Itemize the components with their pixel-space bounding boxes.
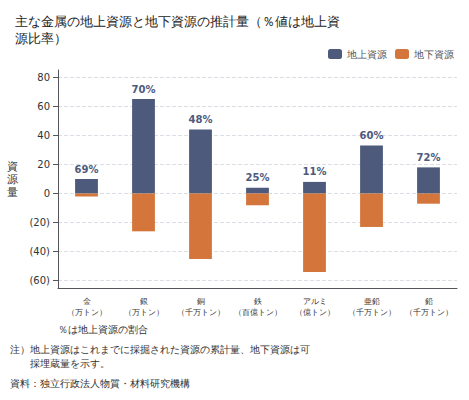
svg-text:銅: 銅 (197, 297, 205, 306)
svg-text:（万トン）: （万トン） (124, 308, 164, 317)
svg-text:25%: 25% (246, 172, 270, 183)
svg-text:地下資源: 地下資源 (413, 49, 454, 60)
svg-text:（千万トン）: （千万トン） (348, 308, 396, 317)
svg-text:69%: 69% (75, 164, 99, 175)
svg-text:(20): (20) (29, 217, 50, 228)
svg-text:20: 20 (37, 159, 50, 170)
svg-text:採埋蔵量を示す。: 採埋蔵量を示す。 (10, 358, 110, 369)
svg-text:％は地上資源の割合: ％は地上資源の割合 (58, 324, 148, 335)
svg-text:70%: 70% (132, 84, 156, 95)
svg-text:（百億トン）: （百億トン） (234, 308, 282, 317)
svg-text:11%: 11% (303, 166, 327, 177)
svg-text:鉄: 鉄 (254, 297, 262, 306)
svg-text:40: 40 (37, 130, 50, 141)
svg-text:（万トン）: （万トン） (67, 308, 107, 317)
svg-text:80: 80 (37, 72, 50, 83)
svg-text:金: 金 (83, 297, 91, 306)
svg-text:60: 60 (37, 101, 50, 112)
svg-text:60%: 60% (360, 130, 384, 141)
svg-text:源比率）: 源比率） (15, 31, 67, 46)
svg-text:資: 資 (7, 160, 18, 173)
svg-text:（億トン）: （億トン） (295, 308, 335, 317)
svg-text:(40): (40) (29, 246, 50, 257)
svg-text:注）地上資源はこれまでに採掘された資源の累計量、地下資源は可: 注）地上資源はこれまでに採掘された資源の累計量、地下資源は可 (10, 344, 310, 355)
svg-text:（千万トン）: （千万トン） (405, 308, 453, 317)
svg-text:0: 0 (44, 188, 50, 199)
svg-text:主な金属の地上資源と地下資源の推計量（％値は地上資: 主な金属の地上資源と地下資源の推計量（％値は地上資 (15, 14, 340, 29)
svg-text:量: 量 (7, 186, 18, 199)
svg-text:鉛: 鉛 (425, 297, 433, 306)
svg-text:銀: 銀 (140, 297, 148, 306)
svg-text:資料：独立行政法人物質・材料研究機構: 資料：独立行政法人物質・材料研究機構 (10, 378, 190, 389)
svg-text:48%: 48% (189, 114, 213, 125)
svg-text:源: 源 (7, 173, 18, 186)
svg-text:アルミ: アルミ (303, 297, 327, 306)
svg-text:地上資源: 地上資源 (346, 49, 387, 60)
svg-text:（千万トン）: （千万トン） (177, 308, 225, 317)
svg-text:(60): (60) (29, 275, 50, 286)
svg-text:亜鉛: 亜鉛 (364, 297, 380, 306)
svg-text:72%: 72% (417, 152, 441, 163)
